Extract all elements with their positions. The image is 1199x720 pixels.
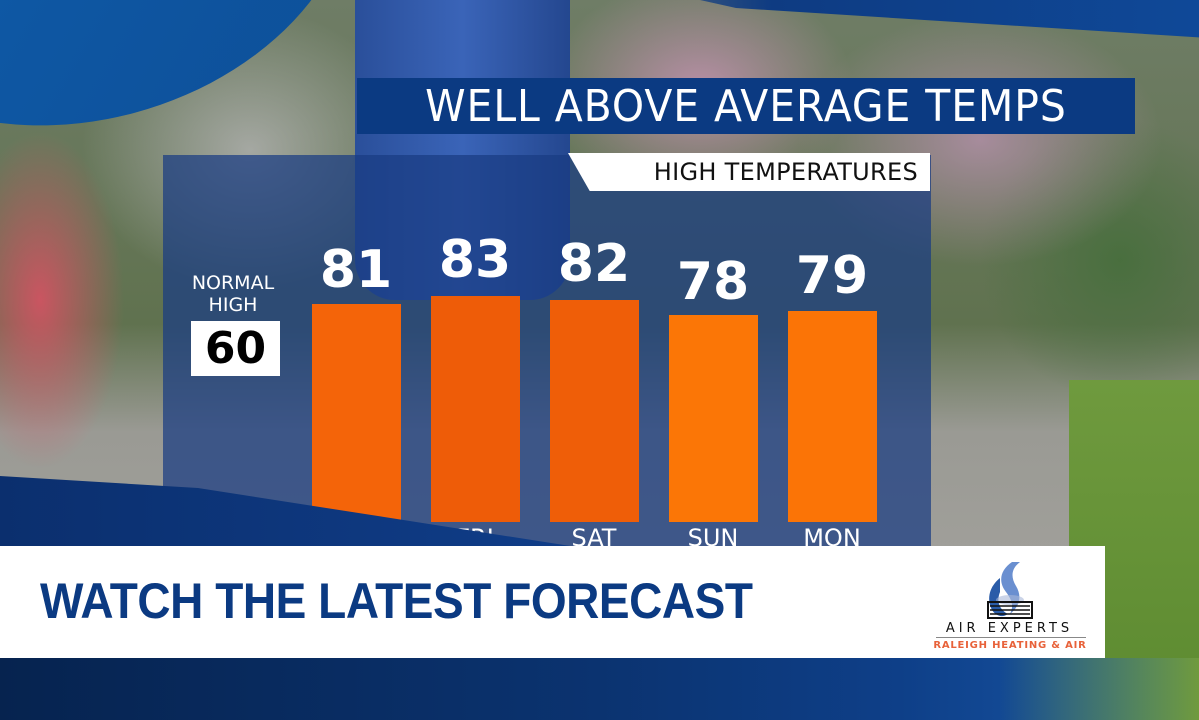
bar-sun — [669, 315, 758, 522]
bar-value-sun: 78 — [676, 252, 750, 312]
normal-high-label: NORMAL HIGH — [191, 272, 275, 316]
sponsor-name: AIR EXPERTS — [945, 621, 1074, 636]
bar-label-mon: MON — [803, 524, 861, 546]
bar-label-sat: SAT — [571, 524, 617, 546]
sponsor-tagline: RALEIGH HEATING & AIR — [933, 640, 1087, 651]
chart-subtitle-tag: HIGH TEMPERATURES — [568, 153, 930, 191]
bar-value-fri: 83 — [438, 230, 512, 290]
watch-forecast-text[interactable]: WATCH THE LATEST FORECAST — [40, 573, 753, 629]
bar-value-sat: 82 — [557, 234, 631, 294]
bar-value-day-1: 81 — [319, 240, 393, 300]
chart-subtitle: HIGH TEMPERATURES — [653, 158, 918, 186]
sponsor-divider — [936, 637, 1086, 638]
flame-vent-logo-icon — [987, 562, 1033, 619]
normal-high-value: 60 — [204, 323, 267, 374]
bar-value-mon: 79 — [795, 246, 869, 306]
bar-day-1 — [312, 304, 401, 522]
bar-mon — [788, 311, 877, 522]
watch-forecast-banner[interactable] — [0, 546, 1105, 658]
normal-high-box: 60 — [191, 321, 280, 376]
bar-label-sun: SUN — [687, 524, 739, 546]
bottom-band — [0, 658, 1199, 720]
graphic-title: WELL ABOVE AVERAGE TEMPS — [425, 80, 1067, 132]
bar-fri — [431, 296, 520, 522]
bar-sat — [550, 300, 639, 522]
graphic-title-bar: WELL ABOVE AVERAGE TEMPS — [357, 78, 1135, 134]
